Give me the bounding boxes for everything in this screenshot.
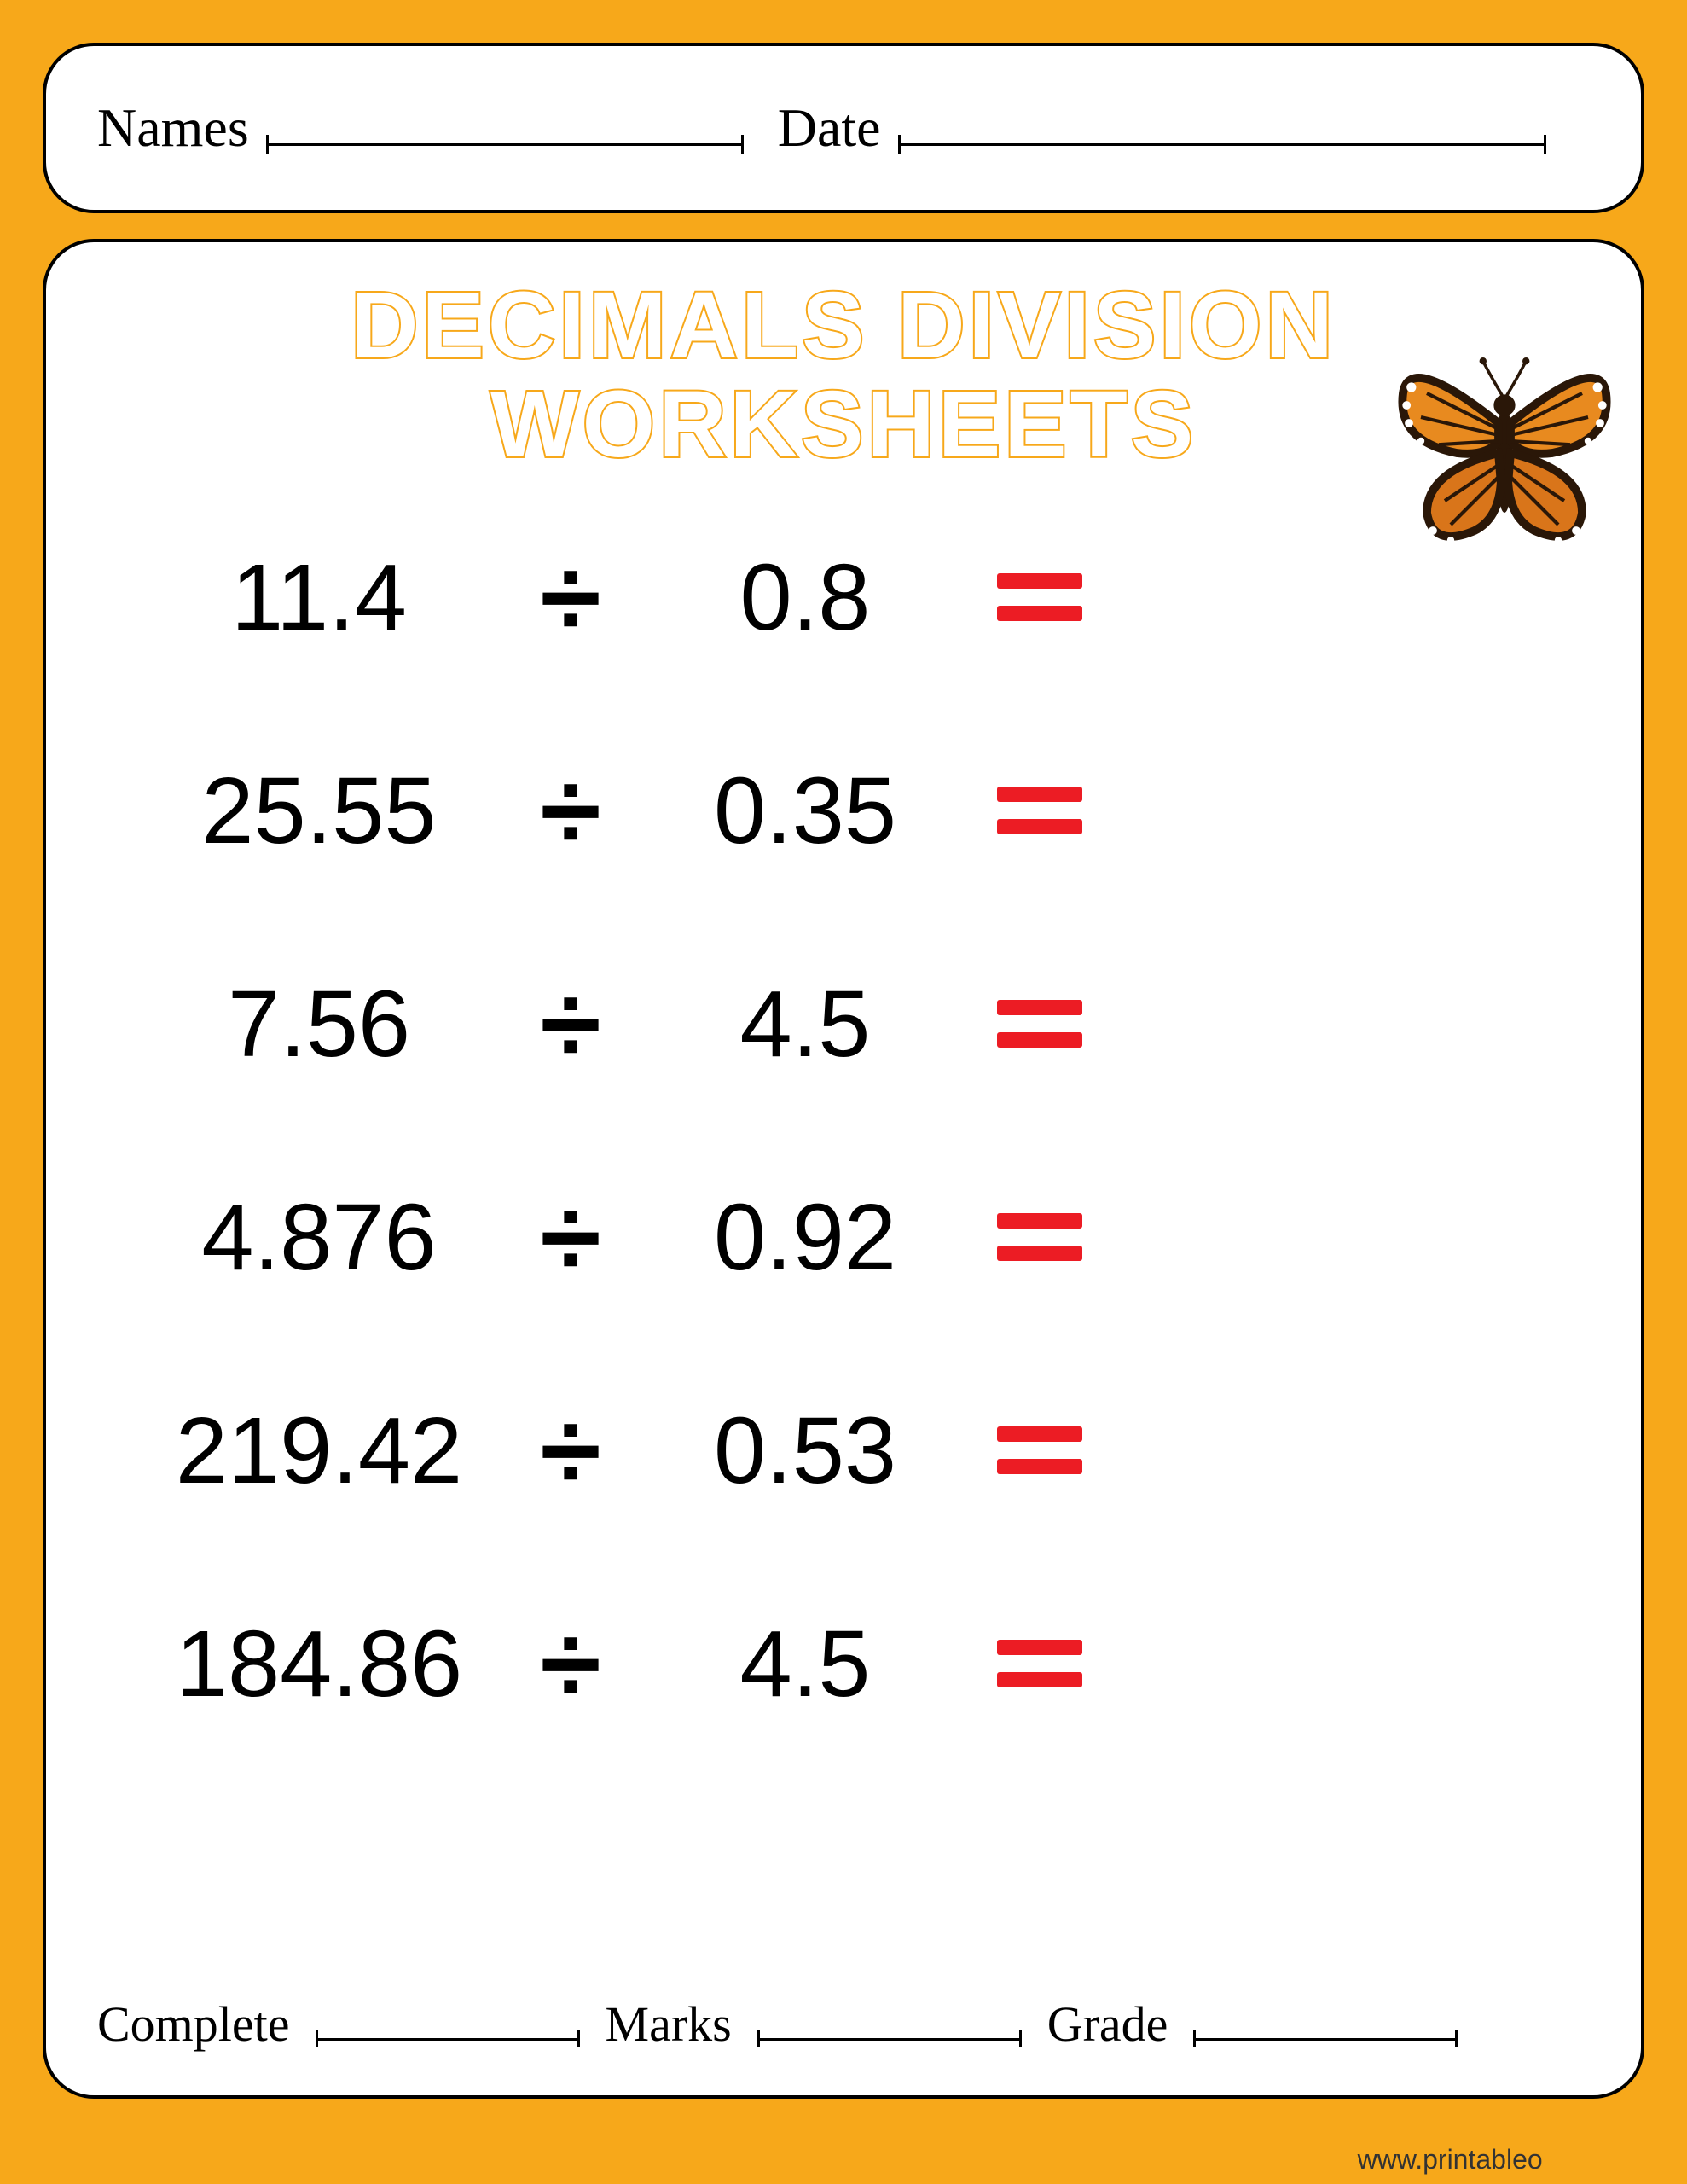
operand-a: 219.42	[165, 1397, 472, 1505]
marks-label: Marks	[606, 1995, 732, 2053]
complete-label: Complete	[97, 1995, 290, 2053]
names-input-line[interactable]	[266, 143, 744, 146]
header-panel: Names Date	[43, 43, 1644, 213]
divide-icon: ÷	[507, 968, 635, 1079]
attribution-text: www.printableo.com	[1358, 2144, 1602, 2175]
operand-b: 0.8	[669, 543, 942, 652]
marks-input-line[interactable]	[757, 2038, 1022, 2041]
worksheet-panel: DECIMALS DIVISION WORKSHEETS	[43, 239, 1644, 2099]
date-input-line[interactable]	[898, 143, 1546, 146]
grade-input-line[interactable]	[1193, 2038, 1458, 2041]
operand-a: 11.4	[165, 543, 472, 652]
operand-b: 4.5	[669, 970, 942, 1078]
footer-fields: Complete Marks Grade	[97, 1995, 1590, 2053]
divide-icon: ÷	[507, 1182, 635, 1292]
equals-icon	[976, 1426, 1104, 1474]
operand-a: 25.55	[165, 757, 472, 865]
attribution-suffix: .com	[1543, 2144, 1602, 2175]
problem-row: 25.55 ÷ 0.35	[165, 755, 1522, 866]
operand-b: 0.92	[669, 1183, 942, 1292]
date-field-group: Date	[778, 96, 1546, 160]
date-label: Date	[778, 96, 881, 160]
operand-b: 4.5	[669, 1610, 942, 1718]
complete-input-line[interactable]	[316, 2038, 580, 2041]
grade-label: Grade	[1047, 1995, 1168, 2053]
problem-row: 7.56 ÷ 4.5	[165, 968, 1522, 1079]
operand-a: 7.56	[165, 970, 472, 1078]
title-line-2: WORKSHEETS	[97, 375, 1590, 474]
equals-icon	[976, 1000, 1104, 1048]
problem-row: 219.42 ÷ 0.53	[165, 1395, 1522, 1506]
butterfly-icon	[1385, 328, 1624, 566]
names-field-group: Names	[97, 96, 744, 160]
divide-icon: ÷	[507, 755, 635, 866]
problem-row: 184.86 ÷ 4.5	[165, 1608, 1522, 1719]
equals-icon	[976, 573, 1104, 621]
problem-row: 4.876 ÷ 0.92	[165, 1182, 1522, 1292]
operand-b: 0.35	[669, 757, 942, 865]
divide-icon: ÷	[507, 542, 635, 653]
attribution-prefix: www.printableo	[1358, 2144, 1543, 2175]
divide-icon: ÷	[507, 1608, 635, 1719]
operand-b: 0.53	[669, 1397, 942, 1505]
names-label: Names	[97, 96, 249, 160]
equals-icon	[976, 1213, 1104, 1261]
divide-icon: ÷	[507, 1395, 635, 1506]
problems-list: 11.4 ÷ 0.8 25.55 ÷ 0.35 7.56 ÷ 4.5 4.876…	[97, 525, 1590, 1719]
equals-icon	[976, 787, 1104, 834]
operand-a: 4.876	[165, 1183, 472, 1292]
problem-row: 11.4 ÷ 0.8	[165, 542, 1522, 653]
title-line-1: DECIMALS DIVISION	[97, 276, 1590, 375]
operand-a: 184.86	[165, 1610, 472, 1718]
equals-icon	[976, 1640, 1104, 1687]
worksheet-title: DECIMALS DIVISION WORKSHEETS	[97, 276, 1590, 473]
